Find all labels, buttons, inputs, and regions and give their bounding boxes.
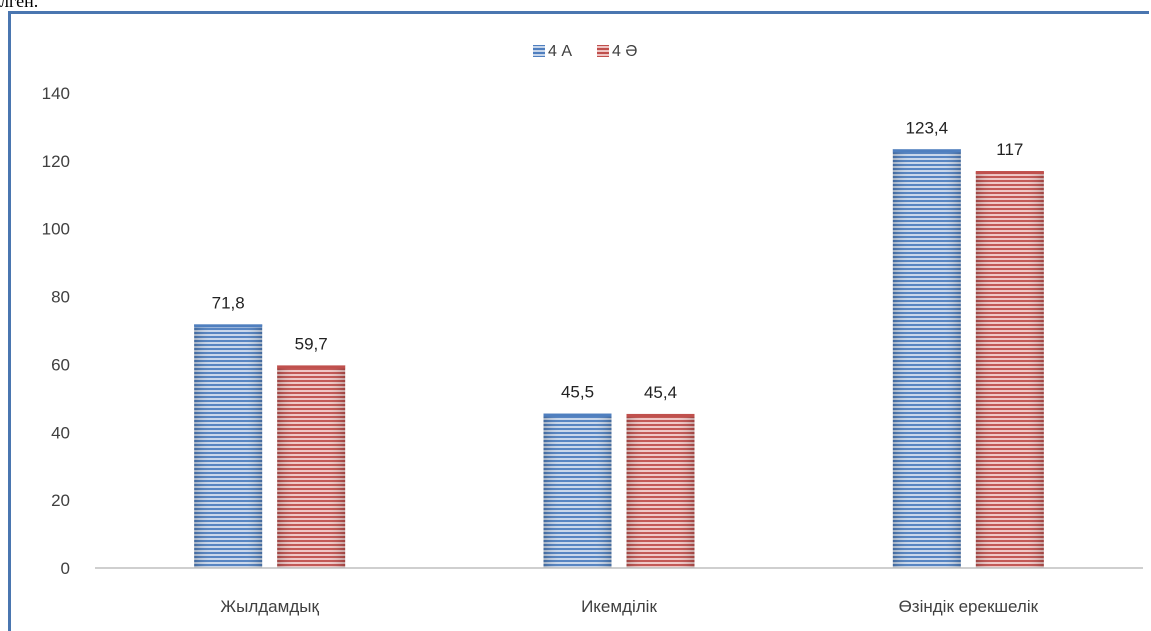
- y-tick-label: 120: [42, 152, 70, 171]
- legend: 4 А 4 Ә: [533, 43, 637, 60]
- bar-top-edge: [626, 413, 695, 417]
- bar-top-edge: [975, 171, 1044, 175]
- data-label: 123,4: [906, 118, 949, 137]
- bars: 71,8 59,7 45,5 45,4 123,4 117: [194, 118, 1044, 569]
- legend-label: 4 Ә: [612, 43, 637, 60]
- bar-shading: [194, 324, 263, 568]
- bar-shading: [892, 149, 961, 569]
- data-label: 59,7: [295, 334, 328, 353]
- y-axis: 0 20 40 60 80 100 120 140: [42, 84, 70, 578]
- y-tick-label: 140: [42, 84, 70, 103]
- page-text-fragment: лген.: [0, 0, 39, 11]
- legend-swatch: [533, 45, 545, 57]
- y-tick-label: 0: [61, 559, 70, 578]
- y-tick-label: 80: [51, 288, 70, 307]
- bar-top-edge: [277, 365, 346, 369]
- bar-top-edge: [194, 324, 263, 328]
- bar-shading: [543, 413, 612, 568]
- y-tick-label: 60: [51, 355, 70, 374]
- data-label: 117: [996, 140, 1023, 159]
- x-category-label: Өзіндік ерекшелік: [899, 597, 1039, 616]
- bar-shading: [626, 413, 695, 568]
- x-category-label: Жылдамдық: [220, 597, 319, 616]
- data-label: 45,4: [644, 383, 677, 402]
- x-category-label: Икемділік: [581, 597, 657, 616]
- bar-shading: [975, 171, 1044, 569]
- bar-top-edge: [892, 149, 961, 153]
- legend-swatch: [597, 45, 609, 57]
- y-tick-label: 20: [51, 491, 70, 510]
- y-tick-label: 40: [51, 423, 70, 442]
- y-tick-label: 100: [42, 220, 70, 239]
- legend-label: 4 А: [548, 43, 572, 60]
- data-label: 45,5: [561, 383, 594, 402]
- data-label: 71,8: [212, 293, 245, 312]
- bar-shading: [277, 365, 346, 568]
- x-axis: Жылдамдық Икемділік Өзіндік ерекшелік: [95, 567, 1143, 616]
- chart-frame: [8, 11, 1149, 631]
- bar-top-edge: [543, 413, 612, 417]
